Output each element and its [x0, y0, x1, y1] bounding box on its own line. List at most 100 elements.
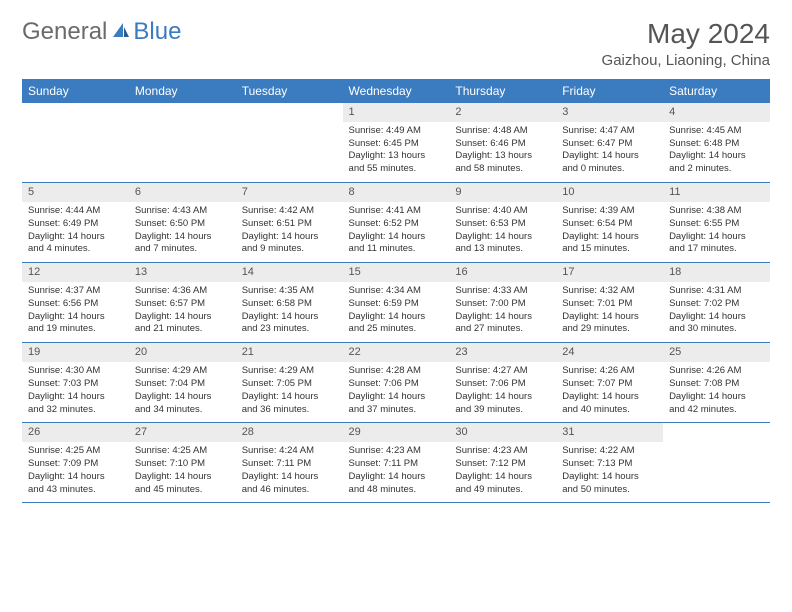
calendar-day-cell: 12Sunrise: 4:37 AMSunset: 6:56 PMDayligh…	[22, 263, 129, 343]
day-content: Sunrise: 4:25 AMSunset: 7:10 PMDaylight:…	[129, 442, 236, 502]
daylight-text: Daylight: 14 hours and 21 minutes.	[135, 311, 230, 337]
day-number: 18	[663, 263, 770, 282]
daylight-text: Daylight: 14 hours and 30 minutes.	[669, 311, 764, 337]
daylight-text: Daylight: 14 hours and 2 minutes.	[669, 150, 764, 176]
day-content: Sunrise: 4:40 AMSunset: 6:53 PMDaylight:…	[449, 202, 556, 262]
daylight-text: Daylight: 14 hours and 9 minutes.	[242, 231, 337, 257]
day-content: Sunrise: 4:28 AMSunset: 7:06 PMDaylight:…	[343, 362, 450, 422]
day-content: Sunrise: 4:22 AMSunset: 7:13 PMDaylight:…	[556, 442, 663, 502]
day-number: 14	[236, 263, 343, 282]
day-number: 24	[556, 343, 663, 362]
calendar-week-row: 19Sunrise: 4:30 AMSunset: 7:03 PMDayligh…	[22, 343, 770, 423]
sunrise-text: Sunrise: 4:22 AM	[562, 445, 657, 458]
calendar-day-cell	[236, 103, 343, 183]
calendar-day-cell: 22Sunrise: 4:28 AMSunset: 7:06 PMDayligh…	[343, 343, 450, 423]
calendar-day-cell: 26Sunrise: 4:25 AMSunset: 7:09 PMDayligh…	[22, 423, 129, 503]
calendar-day-cell: 6Sunrise: 4:43 AMSunset: 6:50 PMDaylight…	[129, 183, 236, 263]
day-number: 7	[236, 183, 343, 202]
calendar-day-cell: 7 Sunrise: 4:42 AMSunset: 6:51 PMDaylight…	[236, 183, 343, 263]
day-number: 5	[22, 183, 129, 202]
sunset-text: Sunset: 7:11 PM	[242, 458, 337, 471]
daylight-text: Daylight: 14 hours and 40 minutes.	[562, 391, 657, 417]
day-content	[236, 122, 343, 180]
sunrise-text: Sunrise: 4:38 AM	[669, 205, 764, 218]
day-header: Friday	[556, 79, 663, 103]
header: General Blue May 2024 Gaizhou, Liaoning,…	[22, 18, 770, 69]
calendar-day-cell: 2Sunrise: 4:48 AMSunset: 6:46 PMDaylight…	[449, 103, 556, 183]
daylight-text: Daylight: 14 hours and 43 minutes.	[28, 471, 123, 497]
sunset-text: Sunset: 6:49 PM	[28, 218, 123, 231]
day-content: Sunrise: 4:47 AMSunset: 6:47 PMDaylight:…	[556, 122, 663, 182]
sunrise-text: Sunrise: 4:26 AM	[562, 365, 657, 378]
day-content: Sunrise: 4:29 AMSunset: 7:04 PMDaylight:…	[129, 362, 236, 422]
daylight-text: Daylight: 14 hours and 25 minutes.	[349, 311, 444, 337]
day-number: 27	[129, 423, 236, 442]
day-header: Saturday	[663, 79, 770, 103]
calendar-day-cell: 1Sunrise: 4:49 AMSunset: 6:45 PMDaylight…	[343, 103, 450, 183]
sunrise-text: Sunrise: 4:33 AM	[455, 285, 550, 298]
sunrise-text: Sunrise: 4:47 AM	[562, 125, 657, 138]
day-number: 21	[236, 343, 343, 362]
day-header: Wednesday	[343, 79, 450, 103]
daylight-text: Daylight: 14 hours and 46 minutes.	[242, 471, 337, 497]
sunset-text: Sunset: 7:07 PM	[562, 378, 657, 391]
calendar-day-cell: 16Sunrise: 4:33 AMSunset: 7:00 PMDayligh…	[449, 263, 556, 343]
sunrise-text: Sunrise: 4:37 AM	[28, 285, 123, 298]
day-content: Sunrise: 4:26 AMSunset: 7:08 PMDaylight:…	[663, 362, 770, 422]
day-content	[663, 442, 770, 500]
calendar-day-cell: 3Sunrise: 4:47 AMSunset: 6:47 PMDaylight…	[556, 103, 663, 183]
sunset-text: Sunset: 6:58 PM	[242, 298, 337, 311]
sunrise-text: Sunrise: 4:36 AM	[135, 285, 230, 298]
sunrise-text: Sunrise: 4:23 AM	[349, 445, 444, 458]
sunset-text: Sunset: 6:47 PM	[562, 138, 657, 151]
calendar-day-cell: 31Sunrise: 4:22 AMSunset: 7:13 PMDayligh…	[556, 423, 663, 503]
sunset-text: Sunset: 7:10 PM	[135, 458, 230, 471]
day-content: Sunrise: 4:45 AMSunset: 6:48 PMDaylight:…	[663, 122, 770, 182]
daylight-text: Daylight: 13 hours and 55 minutes.	[349, 150, 444, 176]
sunrise-text: Sunrise: 4:31 AM	[669, 285, 764, 298]
day-number: 20	[129, 343, 236, 362]
day-content: Sunrise: 4:29 AMSunset: 7:05 PMDaylight:…	[236, 362, 343, 422]
day-number: 10	[556, 183, 663, 202]
daylight-text: Daylight: 14 hours and 23 minutes.	[242, 311, 337, 337]
daylight-text: Daylight: 14 hours and 4 minutes.	[28, 231, 123, 257]
daylight-text: Daylight: 14 hours and 48 minutes.	[349, 471, 444, 497]
sunrise-text: Sunrise: 4:34 AM	[349, 285, 444, 298]
sunrise-text: Sunrise: 4:25 AM	[28, 445, 123, 458]
day-content: Sunrise: 4:44 AMSunset: 6:49 PMDaylight:…	[22, 202, 129, 262]
day-content: Sunrise: 4:30 AMSunset: 7:03 PMDaylight:…	[22, 362, 129, 422]
day-number: 19	[22, 343, 129, 362]
sunset-text: Sunset: 6:57 PM	[135, 298, 230, 311]
calendar-day-cell: 27Sunrise: 4:25 AMSunset: 7:10 PMDayligh…	[129, 423, 236, 503]
sunset-text: Sunset: 6:45 PM	[349, 138, 444, 151]
sunset-text: Sunset: 7:08 PM	[669, 378, 764, 391]
sunrise-text: Sunrise: 4:28 AM	[349, 365, 444, 378]
day-content: Sunrise: 4:36 AMSunset: 6:57 PMDaylight:…	[129, 282, 236, 342]
calendar-day-cell: 15Sunrise: 4:34 AMSunset: 6:59 PMDayligh…	[343, 263, 450, 343]
day-content: Sunrise: 4:33 AMSunset: 7:00 PMDaylight:…	[449, 282, 556, 342]
daylight-text: Daylight: 14 hours and 32 minutes.	[28, 391, 123, 417]
day-content: Sunrise: 4:49 AMSunset: 6:45 PMDaylight:…	[343, 122, 450, 182]
sunrise-text: Sunrise: 4:42 AM	[242, 205, 337, 218]
day-header: Monday	[129, 79, 236, 103]
calendar-day-cell: 5Sunrise: 4:44 AMSunset: 6:49 PMDaylight…	[22, 183, 129, 263]
calendar-week-row: 1Sunrise: 4:49 AMSunset: 6:45 PMDaylight…	[22, 103, 770, 183]
sunset-text: Sunset: 6:46 PM	[455, 138, 550, 151]
day-content: Sunrise: 4:23 AMSunset: 7:12 PMDaylight:…	[449, 442, 556, 502]
day-number: 9	[449, 183, 556, 202]
sunset-text: Sunset: 7:00 PM	[455, 298, 550, 311]
calendar-day-cell: 21Sunrise: 4:29 AMSunset: 7:05 PMDayligh…	[236, 343, 343, 423]
day-number: 26	[22, 423, 129, 442]
calendar-week-row: 26Sunrise: 4:25 AMSunset: 7:09 PMDayligh…	[22, 423, 770, 503]
calendar-day-cell	[22, 103, 129, 183]
day-header: Tuesday	[236, 79, 343, 103]
page-title: May 2024	[602, 18, 770, 50]
day-content: Sunrise: 4:26 AMSunset: 7:07 PMDaylight:…	[556, 362, 663, 422]
sunset-text: Sunset: 6:51 PM	[242, 218, 337, 231]
day-number: 4	[663, 103, 770, 122]
day-content: Sunrise: 4:34 AMSunset: 6:59 PMDaylight:…	[343, 282, 450, 342]
calendar-week-row: 5Sunrise: 4:44 AMSunset: 6:49 PMDaylight…	[22, 183, 770, 263]
sunset-text: Sunset: 7:04 PM	[135, 378, 230, 391]
sunset-text: Sunset: 7:06 PM	[349, 378, 444, 391]
day-number: 3	[556, 103, 663, 122]
